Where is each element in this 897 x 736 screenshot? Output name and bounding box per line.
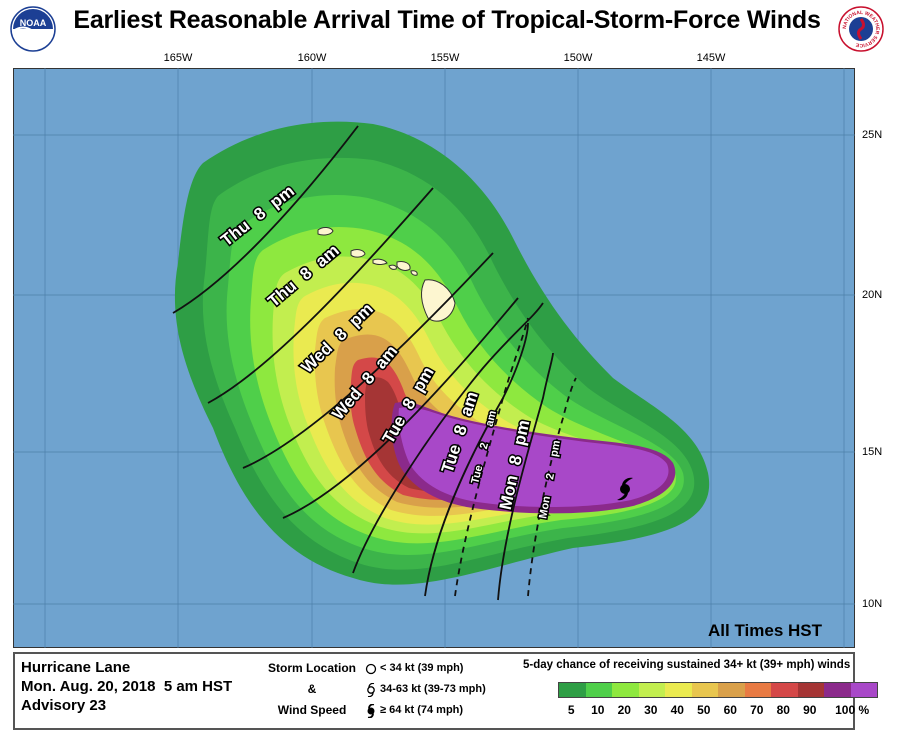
scale-swatch-2 xyxy=(612,683,639,697)
scale-swatch-7 xyxy=(744,683,771,697)
scale-swatch-11 xyxy=(850,683,877,697)
storm-name: Hurricane Lane xyxy=(21,659,131,676)
isochrone-tue-8pm xyxy=(352,302,544,574)
lon-label-145w: 145W xyxy=(696,52,726,64)
storm-location-label: Storm Location xyxy=(267,661,356,675)
probability-title: 5-day chance of receiving sustained 34+ … xyxy=(523,659,851,671)
scale-label-10: 100 % xyxy=(835,703,870,717)
scale-swatch-4 xyxy=(665,683,692,697)
probability-color-scale xyxy=(558,682,878,698)
symbol-row-34-63kt: 34-63 kt (39-73 mph) xyxy=(365,679,486,700)
isochrone-wed-8am xyxy=(282,297,519,519)
tropical-storm-icon xyxy=(367,682,375,697)
scale-swatch-6 xyxy=(718,683,745,697)
wind-speed-label: Wind Speed xyxy=(277,703,347,717)
hurricane-icon xyxy=(367,703,375,718)
lat-label-15n: 15N xyxy=(862,446,883,458)
scale-label-7: 70 xyxy=(750,703,764,717)
lat-label-10n: 10N xyxy=(862,598,883,610)
lat-label-25n: 25N xyxy=(862,129,883,141)
scale-label-3: 30 xyxy=(644,703,658,717)
arrival-time-map: Thu 8 pm Thu 8 am Wed 8 pm Wed 8 am Tue … xyxy=(13,68,855,648)
isochrone-wed-8pm xyxy=(242,252,494,469)
scale-label-0: 5 xyxy=(567,703,575,717)
scale-swatch-3 xyxy=(638,683,665,697)
hurricane-icon xyxy=(617,477,633,501)
timezone-note: All Times HST xyxy=(708,621,822,640)
scale-swatch-8 xyxy=(771,683,798,697)
open-circle-icon xyxy=(365,663,377,674)
lon-label-155w: 155W xyxy=(430,52,460,64)
scale-label-4: 40 xyxy=(670,703,684,717)
arrival-isochrones xyxy=(172,125,554,601)
lon-label-150w: 150W xyxy=(563,52,593,64)
lon-label-160w: 160W xyxy=(297,52,327,64)
isochrone-mon-8pm xyxy=(497,352,554,601)
isochrone-mon-2pm xyxy=(527,377,577,597)
symbol-label-34-63kt: 34-63 kt (39-73 mph) xyxy=(380,683,486,695)
isochrone-tue-8am xyxy=(424,322,529,597)
page-title: Earliest Reasonable Arrival Time of Trop… xyxy=(73,6,821,34)
prob-band-100-core xyxy=(398,407,669,508)
nws-logo-icon: NATIONAL WEATHER SERVICE xyxy=(838,6,884,52)
scale-swatch-0 xyxy=(559,683,586,697)
scale-swatch-9 xyxy=(797,683,824,697)
isochrone-tue-2am xyxy=(454,317,529,597)
symbol-row-64kt: ≥ 64 kt (74 mph) xyxy=(365,700,486,721)
scale-swatch-1 xyxy=(585,683,612,697)
scale-swatch-5 xyxy=(691,683,718,697)
storm-info: Hurricane Lane Mon. Aug. 20, 2018 5 am H… xyxy=(21,658,232,715)
symbol-label-below-34kt: < 34 kt (39 mph) xyxy=(380,662,464,674)
issue-time: Mon. Aug. 20, 2018 5 am HST xyxy=(21,678,233,695)
scale-label-8: 80 xyxy=(776,703,790,717)
scale-label-5: 50 xyxy=(697,703,711,717)
isochrone-thu-8am xyxy=(207,187,434,404)
noaa-logo-text: NOAA xyxy=(20,18,47,28)
storm-location-header: Storm Location & Wind Speed xyxy=(267,658,357,721)
arrival-isochrones-dashed xyxy=(454,317,577,597)
symbol-label-64kt: ≥ 64 kt (74 mph) xyxy=(380,704,464,716)
lon-label-165w: 165W xyxy=(163,52,193,64)
probability-scale-labels: 5 10 20 30 40 50 60 70 80 90 100 % xyxy=(545,703,875,719)
hawaiian-islands xyxy=(317,227,456,322)
scale-label-6: 60 xyxy=(723,703,737,717)
legend-panel: Hurricane Lane Mon. Aug. 20, 2018 5 am H… xyxy=(13,652,878,730)
ampersand-label: & xyxy=(307,682,317,696)
scale-label-1: 10 xyxy=(591,703,605,717)
lat-label-20n: 20N xyxy=(862,289,883,301)
symbol-row-below-34kt: < 34 kt (39 mph) xyxy=(365,658,486,679)
scale-label-9: 90 xyxy=(803,703,817,717)
isochrone-thu-8pm xyxy=(172,125,359,314)
scale-label-2: 20 xyxy=(617,703,631,717)
advisory-number: Advisory 23 xyxy=(21,697,107,714)
scale-swatch-10 xyxy=(824,683,851,697)
noaa-logo-icon: NOAA xyxy=(10,6,56,52)
storm-symbol-key: < 34 kt (39 mph) 34-63 kt (39-73 mph) ≥ … xyxy=(365,658,486,721)
